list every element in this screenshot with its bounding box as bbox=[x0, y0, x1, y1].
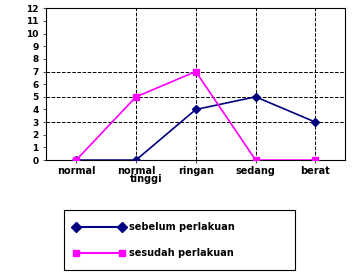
Text: sebelum perlakuan: sebelum perlakuan bbox=[129, 222, 235, 232]
Text: tinggi: tinggi bbox=[130, 174, 162, 184]
Text: sesudah perlakuan: sesudah perlakuan bbox=[129, 248, 234, 259]
